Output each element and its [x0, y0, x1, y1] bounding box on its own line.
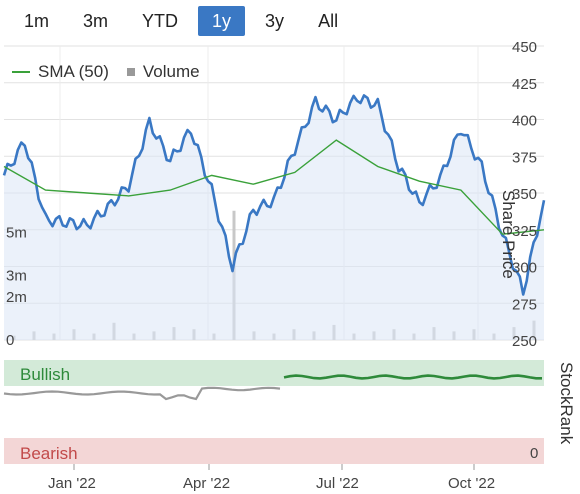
range-3y[interactable]: 3y [265, 10, 285, 31]
sma-legend-label: SMA (50) [38, 62, 109, 81]
bullish-band [4, 360, 544, 386]
bearish-label: Bearish [20, 444, 78, 463]
legend: SMA (50) Volume [12, 62, 200, 82]
volume-tick-label: 5m [6, 224, 27, 241]
price-tick-label: 450 [512, 39, 537, 56]
bearish-band [4, 438, 544, 464]
bullish-label: Bullish [20, 365, 70, 384]
range-1y[interactable]: 1y [198, 6, 246, 36]
x-tick-label: Jul '22 [316, 475, 359, 492]
stockrank-axis-title: StockRank [557, 362, 576, 445]
range-1m[interactable]: 1m [24, 10, 50, 31]
x-tick-label: Jan '22 [48, 475, 96, 492]
sma-legend-swatch [12, 71, 30, 73]
volume-tick-label: 3m [6, 267, 27, 284]
price-tick-label: 250 [512, 333, 537, 350]
price-tick-label: 350 [512, 186, 537, 203]
price-tick-label: 375 [512, 149, 537, 166]
volume-legend-swatch [126, 68, 135, 76]
price-tick-label: 300 [512, 260, 537, 277]
volume-legend-label: Volume [142, 62, 200, 81]
price-tick-label: 325 [512, 223, 537, 240]
price-tick-label: 275 [512, 296, 537, 313]
x-tick-label: Apr '22 [183, 475, 230, 492]
x-tick-label: Oct '22 [448, 475, 495, 492]
volume-tick-label: 0 [6, 332, 14, 349]
price-tick-label: 400 [512, 113, 537, 130]
range-all[interactable]: All [318, 10, 339, 31]
price-tick-label: 425 [512, 76, 537, 93]
rank-zero-tick: 0 [530, 445, 538, 462]
price-area [4, 95, 544, 341]
price-line [2, 94, 546, 296]
sma-line [3, 139, 545, 235]
share-price-axis-title: Share Price [499, 190, 518, 279]
stockrank-line-gray [3, 386, 281, 401]
range-selector: 1m 3m YTD 1y 3y All [10, 6, 352, 38]
stockrank-line-green [283, 374, 542, 380]
range-3m[interactable]: 3m [83, 10, 109, 31]
volume-tick-label: 2m [6, 289, 27, 306]
range-ytd[interactable]: YTD [142, 10, 179, 31]
